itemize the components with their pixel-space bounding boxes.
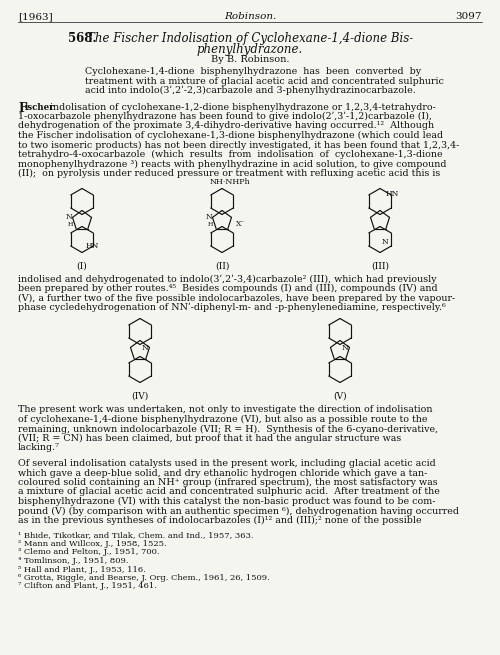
Text: (V): (V) bbox=[333, 392, 347, 400]
Text: as in the previous syntheses of indolocarbazoles (I)¹² and (III);² none of the p: as in the previous syntheses of indoloca… bbox=[18, 516, 421, 525]
Text: 3097: 3097 bbox=[456, 12, 482, 21]
Text: 568.: 568. bbox=[68, 32, 96, 45]
Text: ⁶ Grotta, Riggle, and Bearse, J. Org. Chem., 1961, 26, 1509.: ⁶ Grotta, Riggle, and Bearse, J. Org. Ch… bbox=[18, 574, 270, 582]
Text: to two isomeric products) has not been directly investigated, it has been found : to two isomeric products) has not been d… bbox=[18, 141, 460, 149]
Text: The Fischer Indolisation of Cyclohexane-1,4-dione Bis-: The Fischer Indolisation of Cyclohexane-… bbox=[87, 32, 413, 45]
Text: (V), a further two of the five possible indolocarbazoles, have been prepared by : (V), a further two of the five possible … bbox=[18, 293, 455, 303]
Text: coloured solid containing an NH⁺ group (infrared spectrum), the most satisfactor: coloured solid containing an NH⁺ group (… bbox=[18, 478, 438, 487]
Text: N: N bbox=[342, 343, 349, 352]
Text: monophenylhydrazone ³) reacts with phenylhydrazine in acid solution, to give com: monophenylhydrazone ³) reacts with pheny… bbox=[18, 160, 446, 168]
Text: treatment with a mixture of glacial acetic acid and concentrated sulphuric: treatment with a mixture of glacial acet… bbox=[85, 77, 444, 86]
Text: of cyclohexane-1,4-dione bisphenylhydrazone (VI), but also as a possible route t: of cyclohexane-1,4-dione bisphenylhydraz… bbox=[18, 415, 428, 424]
Text: (II): (II) bbox=[215, 261, 229, 271]
Text: (I): (I) bbox=[76, 261, 88, 271]
Text: N: N bbox=[142, 343, 149, 352]
Text: ³ Clemo and Felton, J., 1951, 700.: ³ Clemo and Felton, J., 1951, 700. bbox=[18, 548, 160, 557]
Text: ⁷ Clifton and Plant, J., 1951, 461.: ⁷ Clifton and Plant, J., 1951, 461. bbox=[18, 582, 157, 591]
Text: ⁵ Hall and Plant, J., 1953, 116.: ⁵ Hall and Plant, J., 1953, 116. bbox=[18, 565, 146, 574]
Text: phase cycledehydrogenation of NNʹ-diphenyl-m- and -p-phenylenediamine, respectiv: phase cycledehydrogenation of NNʹ-diphen… bbox=[18, 303, 446, 312]
Text: N: N bbox=[382, 238, 389, 246]
Text: (III): (III) bbox=[371, 261, 389, 271]
Text: bisphenylhydrazone (VI) with this catalyst the non-basic product was found to be: bisphenylhydrazone (VI) with this cataly… bbox=[18, 497, 436, 506]
Text: ⁴ Tomlinson, J., 1951, 809.: ⁴ Tomlinson, J., 1951, 809. bbox=[18, 557, 128, 565]
Text: which gave a deep-blue solid, and dry ethanolic hydrogen chloride which gave a t: which gave a deep-blue solid, and dry et… bbox=[18, 468, 428, 477]
Text: (II);  on pyrolysis under reduced pressure or treatment with refluxing acetic ac: (II); on pyrolysis under reduced pressur… bbox=[18, 169, 440, 178]
Text: HN: HN bbox=[386, 189, 400, 198]
Text: phenylhydrazone.: phenylhydrazone. bbox=[197, 43, 303, 56]
Text: Cyclohexane-1,4-dione  bisphenylhydrazone  has  been  converted  by: Cyclohexane-1,4-dione bisphenylhydrazone… bbox=[85, 67, 421, 76]
Text: 1-oxocarbazole phenylhydrazone has been found to give indolo(2ʹ,3ʹ-1,2)carbazole: 1-oxocarbazole phenylhydrazone has been … bbox=[18, 112, 432, 121]
Text: the Fischer indolisation of cyclohexane-1,3-dione bisphenylhydrazone (which coul: the Fischer indolisation of cyclohexane-… bbox=[18, 131, 443, 140]
Text: (VII; R = CN) has been claimed, but proof that it had the angular structure was: (VII; R = CN) has been claimed, but proo… bbox=[18, 434, 401, 443]
Text: N: N bbox=[206, 214, 213, 221]
Text: remaining, unknown indolocarbazole (VII; R = H).  Synthesis of the 6-cyano-deriv: remaining, unknown indolocarbazole (VII;… bbox=[18, 424, 438, 434]
Text: ² Mann and Willcox, J., 1958, 1525.: ² Mann and Willcox, J., 1958, 1525. bbox=[18, 540, 167, 548]
Text: H: H bbox=[68, 222, 73, 227]
Text: The present work was undertaken, not only to investigate the direction of indoli: The present work was undertaken, not onl… bbox=[18, 405, 432, 415]
Text: [1963]: [1963] bbox=[18, 12, 53, 21]
Text: pound (V) (by comparison with an authentic specimen ⁶), dehydrogenation having o: pound (V) (by comparison with an authent… bbox=[18, 506, 459, 515]
Text: X⁻: X⁻ bbox=[236, 221, 246, 229]
Text: acid into indolo(3ʹ,2ʹ-2,3)carbazole and 3-phenylhydrazinocarbazole.: acid into indolo(3ʹ,2ʹ-2,3)carbazole and… bbox=[85, 86, 416, 95]
Text: been prepared by other routes.⁴⁵  Besides compounds (I) and (III), compounds (IV: been prepared by other routes.⁴⁵ Besides… bbox=[18, 284, 438, 293]
Text: Of several indolisation catalysts used in the present work, including glacial ac: Of several indolisation catalysts used i… bbox=[18, 459, 436, 468]
Text: H: H bbox=[208, 222, 214, 227]
Text: F: F bbox=[18, 102, 26, 115]
Text: Robinson.: Robinson. bbox=[224, 12, 276, 21]
Text: ¹ Bhide, Tikotkar, and Tilak, Chem. and Ind., 1957, 363.: ¹ Bhide, Tikotkar, and Tilak, Chem. and … bbox=[18, 531, 254, 540]
Text: (IV): (IV) bbox=[132, 392, 148, 400]
Text: indolised and dehydrogenated to indolo(3ʹ,2ʹ-3,4)carbazole² (III), which had pre: indolised and dehydrogenated to indolo(3… bbox=[18, 274, 436, 284]
Text: By B. Robinson.: By B. Robinson. bbox=[211, 55, 289, 64]
Text: dehydrogenation of the proximate 3,4-dihydro-derivative having occurred.¹²  Alth: dehydrogenation of the proximate 3,4-dih… bbox=[18, 121, 434, 130]
Text: N: N bbox=[66, 214, 73, 221]
Text: NH·NHPh: NH·NHPh bbox=[210, 179, 250, 187]
Text: a mixture of glacial acetic acid and concentrated sulphuric acid.  After treatme: a mixture of glacial acetic acid and con… bbox=[18, 487, 440, 496]
Text: lacking.⁷: lacking.⁷ bbox=[18, 443, 60, 453]
Text: tetrahydro-4-oxocarbazole  (which  results  from  indolisation  of  cyclohexane-: tetrahydro-4-oxocarbazole (which results… bbox=[18, 150, 442, 159]
Text: ischer: ischer bbox=[24, 102, 54, 111]
Text: indolisation of cyclohexane-1,2-dione bisphenylhydrazone or 1,2,3,4-tetrahydro-: indolisation of cyclohexane-1,2-dione bi… bbox=[50, 102, 436, 111]
Text: HN: HN bbox=[86, 242, 100, 250]
